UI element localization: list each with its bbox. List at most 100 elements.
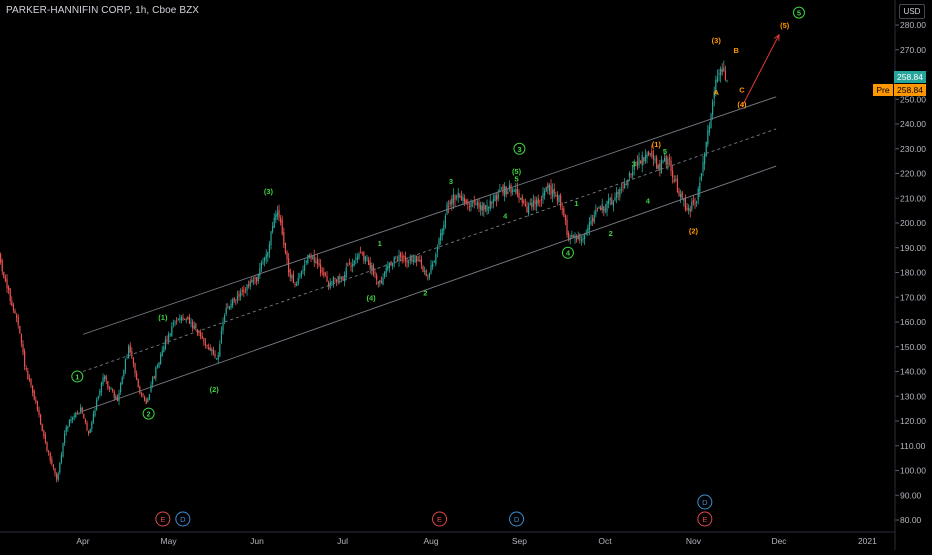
candle-body (633, 163, 635, 170)
candle-body (508, 185, 511, 190)
candle-body (553, 188, 555, 194)
candle-body (600, 207, 602, 211)
event-markers-layer: E D E DDE (155, 494, 713, 527)
candle-body (539, 200, 541, 202)
candle-body (646, 153, 648, 159)
candle-body (668, 158, 671, 160)
candle-body (678, 191, 680, 196)
candle-body (25, 367, 27, 370)
candle-body (587, 228, 589, 233)
candle-body (105, 375, 107, 381)
candle-body (537, 198, 539, 204)
candle-body (430, 265, 432, 274)
candle-body (91, 422, 93, 429)
channel-layer (82, 96, 777, 412)
wave-label: B (734, 46, 740, 55)
candle-body (374, 272, 376, 274)
x-tick-label: Nov (686, 536, 702, 546)
candle-body (611, 199, 613, 205)
candle-body (352, 263, 354, 267)
candle-body (622, 186, 624, 188)
candle-body (332, 276, 335, 284)
candle-body (280, 217, 282, 223)
candle-body (113, 391, 115, 398)
channel-line-lower (82, 165, 777, 412)
candle-body (259, 268, 261, 276)
candle-body (72, 417, 74, 420)
candle-body (358, 253, 360, 259)
candle-body (480, 204, 482, 210)
candle-body (121, 377, 123, 385)
candle-body (576, 237, 578, 240)
earnings-marker-circle (432, 511, 448, 527)
currency-badge[interactable]: USD (899, 4, 925, 19)
candle-body (420, 259, 423, 266)
candle-body (683, 198, 685, 201)
candle-body (425, 270, 427, 276)
candle-body (193, 325, 195, 330)
y-tick-label: 210.00 (900, 193, 926, 203)
candle-body (348, 263, 351, 265)
wave-label-circle (71, 370, 84, 383)
chart-title: PARKER-HANNIFIN CORP, 1h, Cboe BZX (6, 5, 200, 16)
candle-body (412, 260, 415, 263)
candle-body (38, 409, 40, 415)
candle-body (54, 468, 56, 474)
candle-body (534, 200, 536, 205)
candle-body (156, 365, 159, 367)
candle-body (620, 189, 623, 191)
candle-body (131, 351, 133, 358)
candle-body (176, 320, 178, 322)
candle-body (40, 414, 42, 425)
candle-body (148, 393, 151, 400)
candle-body (192, 321, 194, 328)
candle-body (366, 257, 368, 259)
candle-body (460, 196, 463, 200)
candle-body (212, 349, 215, 354)
candle-body (136, 373, 138, 380)
candle-body (371, 264, 373, 271)
candle-body (81, 407, 83, 414)
candle-body (449, 201, 451, 205)
candle-body (203, 338, 205, 342)
candle-body (264, 258, 266, 262)
candle-body (603, 206, 605, 212)
candle-body (675, 179, 677, 181)
candle-body (216, 358, 218, 360)
candle-body (302, 270, 304, 272)
candle-body (403, 256, 405, 258)
wave-label: 5 (797, 9, 801, 18)
dividend-marker-circle (509, 511, 525, 527)
candle-body (20, 333, 23, 343)
candle-body (33, 390, 35, 400)
candle-body (448, 206, 450, 208)
x-tick-label: Sep (512, 536, 527, 546)
candle-body (155, 367, 157, 379)
candle-body (75, 412, 77, 417)
candle-body (168, 334, 170, 341)
candle-body (540, 198, 543, 201)
wave-label: 1 (574, 199, 578, 208)
candle-body (724, 70, 727, 80)
candle-body (326, 275, 328, 282)
candle-body (270, 231, 272, 245)
candle-body (70, 419, 72, 421)
candle-body (380, 280, 383, 283)
candle-body (12, 304, 15, 311)
candle-body (638, 157, 640, 166)
candle-body (361, 252, 363, 254)
y-tick-label: 170.00 (900, 292, 926, 302)
candle-body (529, 203, 531, 206)
candle-body (456, 196, 458, 198)
candle-body (390, 261, 392, 266)
y-tick-label: 100.00 (900, 466, 926, 476)
y-tick-label: 110.00 (900, 441, 926, 451)
candle-body (241, 290, 243, 292)
candle-body (464, 198, 466, 203)
candle-body (396, 259, 399, 262)
candle-body (108, 388, 111, 389)
candle-body (252, 279, 255, 282)
candle-body (190, 322, 192, 324)
